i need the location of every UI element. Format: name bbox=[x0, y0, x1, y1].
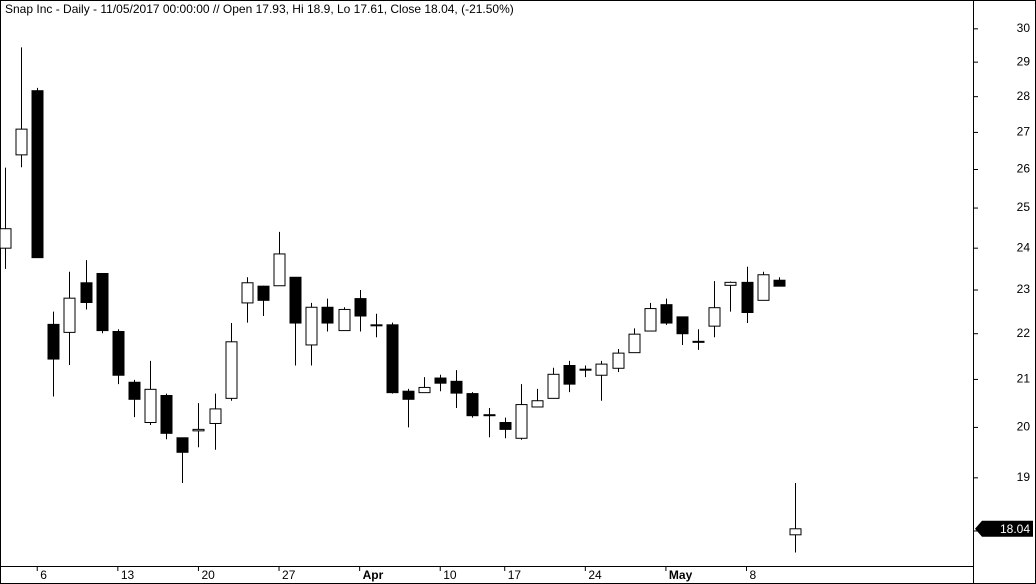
last-price-marker bbox=[975, 520, 1033, 537]
y-tick-label: 26 bbox=[1017, 162, 1031, 176]
candle-body bbox=[305, 306, 318, 346]
y-tick-label: 22 bbox=[1017, 326, 1031, 340]
candle-body bbox=[15, 128, 28, 156]
candle-body bbox=[708, 307, 721, 327]
x-tick-label: 10 bbox=[443, 568, 457, 582]
y-tick-label: 20 bbox=[1017, 420, 1031, 434]
candle-body bbox=[547, 373, 560, 399]
candle-body bbox=[450, 380, 463, 394]
candle-body bbox=[692, 340, 705, 343]
candle-body bbox=[789, 528, 802, 536]
candle-body bbox=[515, 404, 528, 439]
candle-body bbox=[757, 274, 770, 301]
candle-body bbox=[386, 324, 399, 394]
x-tick-label: May bbox=[669, 568, 693, 582]
candle-body bbox=[531, 400, 544, 408]
candle-body bbox=[644, 308, 657, 332]
candle-body bbox=[209, 408, 222, 424]
candle-body bbox=[563, 365, 576, 385]
candle-body bbox=[402, 390, 415, 400]
y-tick-label: 25 bbox=[1017, 200, 1031, 214]
candle-body bbox=[773, 279, 786, 287]
x-tick-label: 24 bbox=[588, 568, 602, 582]
candle-body bbox=[80, 282, 93, 303]
candle-body bbox=[483, 414, 496, 417]
candle-body bbox=[47, 323, 60, 360]
y-tick-label: 24 bbox=[1017, 240, 1031, 254]
candle-body bbox=[273, 253, 286, 287]
x-tick-label: Apr bbox=[363, 568, 384, 582]
x-tick-label: 6 bbox=[40, 568, 47, 582]
candle-body bbox=[724, 281, 737, 286]
candle-body bbox=[160, 394, 173, 434]
candle-body bbox=[741, 281, 754, 313]
candle-body bbox=[257, 285, 270, 301]
y-tick-label: 29 bbox=[1017, 54, 1031, 68]
candle-body bbox=[628, 333, 641, 354]
candle-body bbox=[418, 386, 431, 394]
candle-body bbox=[128, 381, 141, 400]
candle-body bbox=[63, 297, 76, 333]
x-tick-label: 8 bbox=[750, 568, 757, 582]
candle-body bbox=[660, 304, 673, 324]
x-tick-label: 17 bbox=[508, 568, 522, 582]
candle-body bbox=[434, 377, 447, 384]
candle-body bbox=[499, 422, 512, 430]
candle-body bbox=[595, 363, 608, 376]
candle-body bbox=[579, 368, 592, 371]
y-tick-label: 28 bbox=[1017, 89, 1031, 103]
candle-body bbox=[225, 341, 238, 399]
chart-title: Snap Inc - Daily - 11/05/2017 00:00:00 /… bbox=[5, 2, 514, 16]
x-tick-label: 27 bbox=[282, 568, 296, 582]
candle-body bbox=[0, 228, 12, 249]
candle-body bbox=[321, 306, 334, 324]
candle-body bbox=[192, 428, 205, 432]
candle-body bbox=[241, 282, 254, 304]
candle-body bbox=[676, 316, 689, 335]
y-tick-label: 21 bbox=[1017, 372, 1031, 386]
y-tick-label: 23 bbox=[1017, 282, 1031, 296]
candle-body bbox=[96, 272, 109, 332]
candle-body bbox=[112, 330, 125, 376]
candle-body bbox=[289, 276, 302, 324]
last-price-label: 18.04 bbox=[1000, 522, 1030, 536]
x-tick-label: 13 bbox=[121, 568, 135, 582]
candle-body bbox=[466, 393, 479, 417]
y-tick-label: 30 bbox=[1017, 21, 1031, 35]
candle-body bbox=[31, 90, 44, 259]
candle-body bbox=[144, 388, 157, 424]
y-tick-label: 27 bbox=[1017, 125, 1031, 139]
x-tick-label: 20 bbox=[201, 568, 215, 582]
candle-body bbox=[612, 352, 625, 369]
y-tick-label: 19 bbox=[1017, 470, 1031, 484]
candle-body bbox=[370, 324, 383, 327]
candle-body bbox=[338, 308, 351, 332]
candle-body bbox=[176, 437, 189, 453]
candle-body bbox=[354, 298, 367, 317]
